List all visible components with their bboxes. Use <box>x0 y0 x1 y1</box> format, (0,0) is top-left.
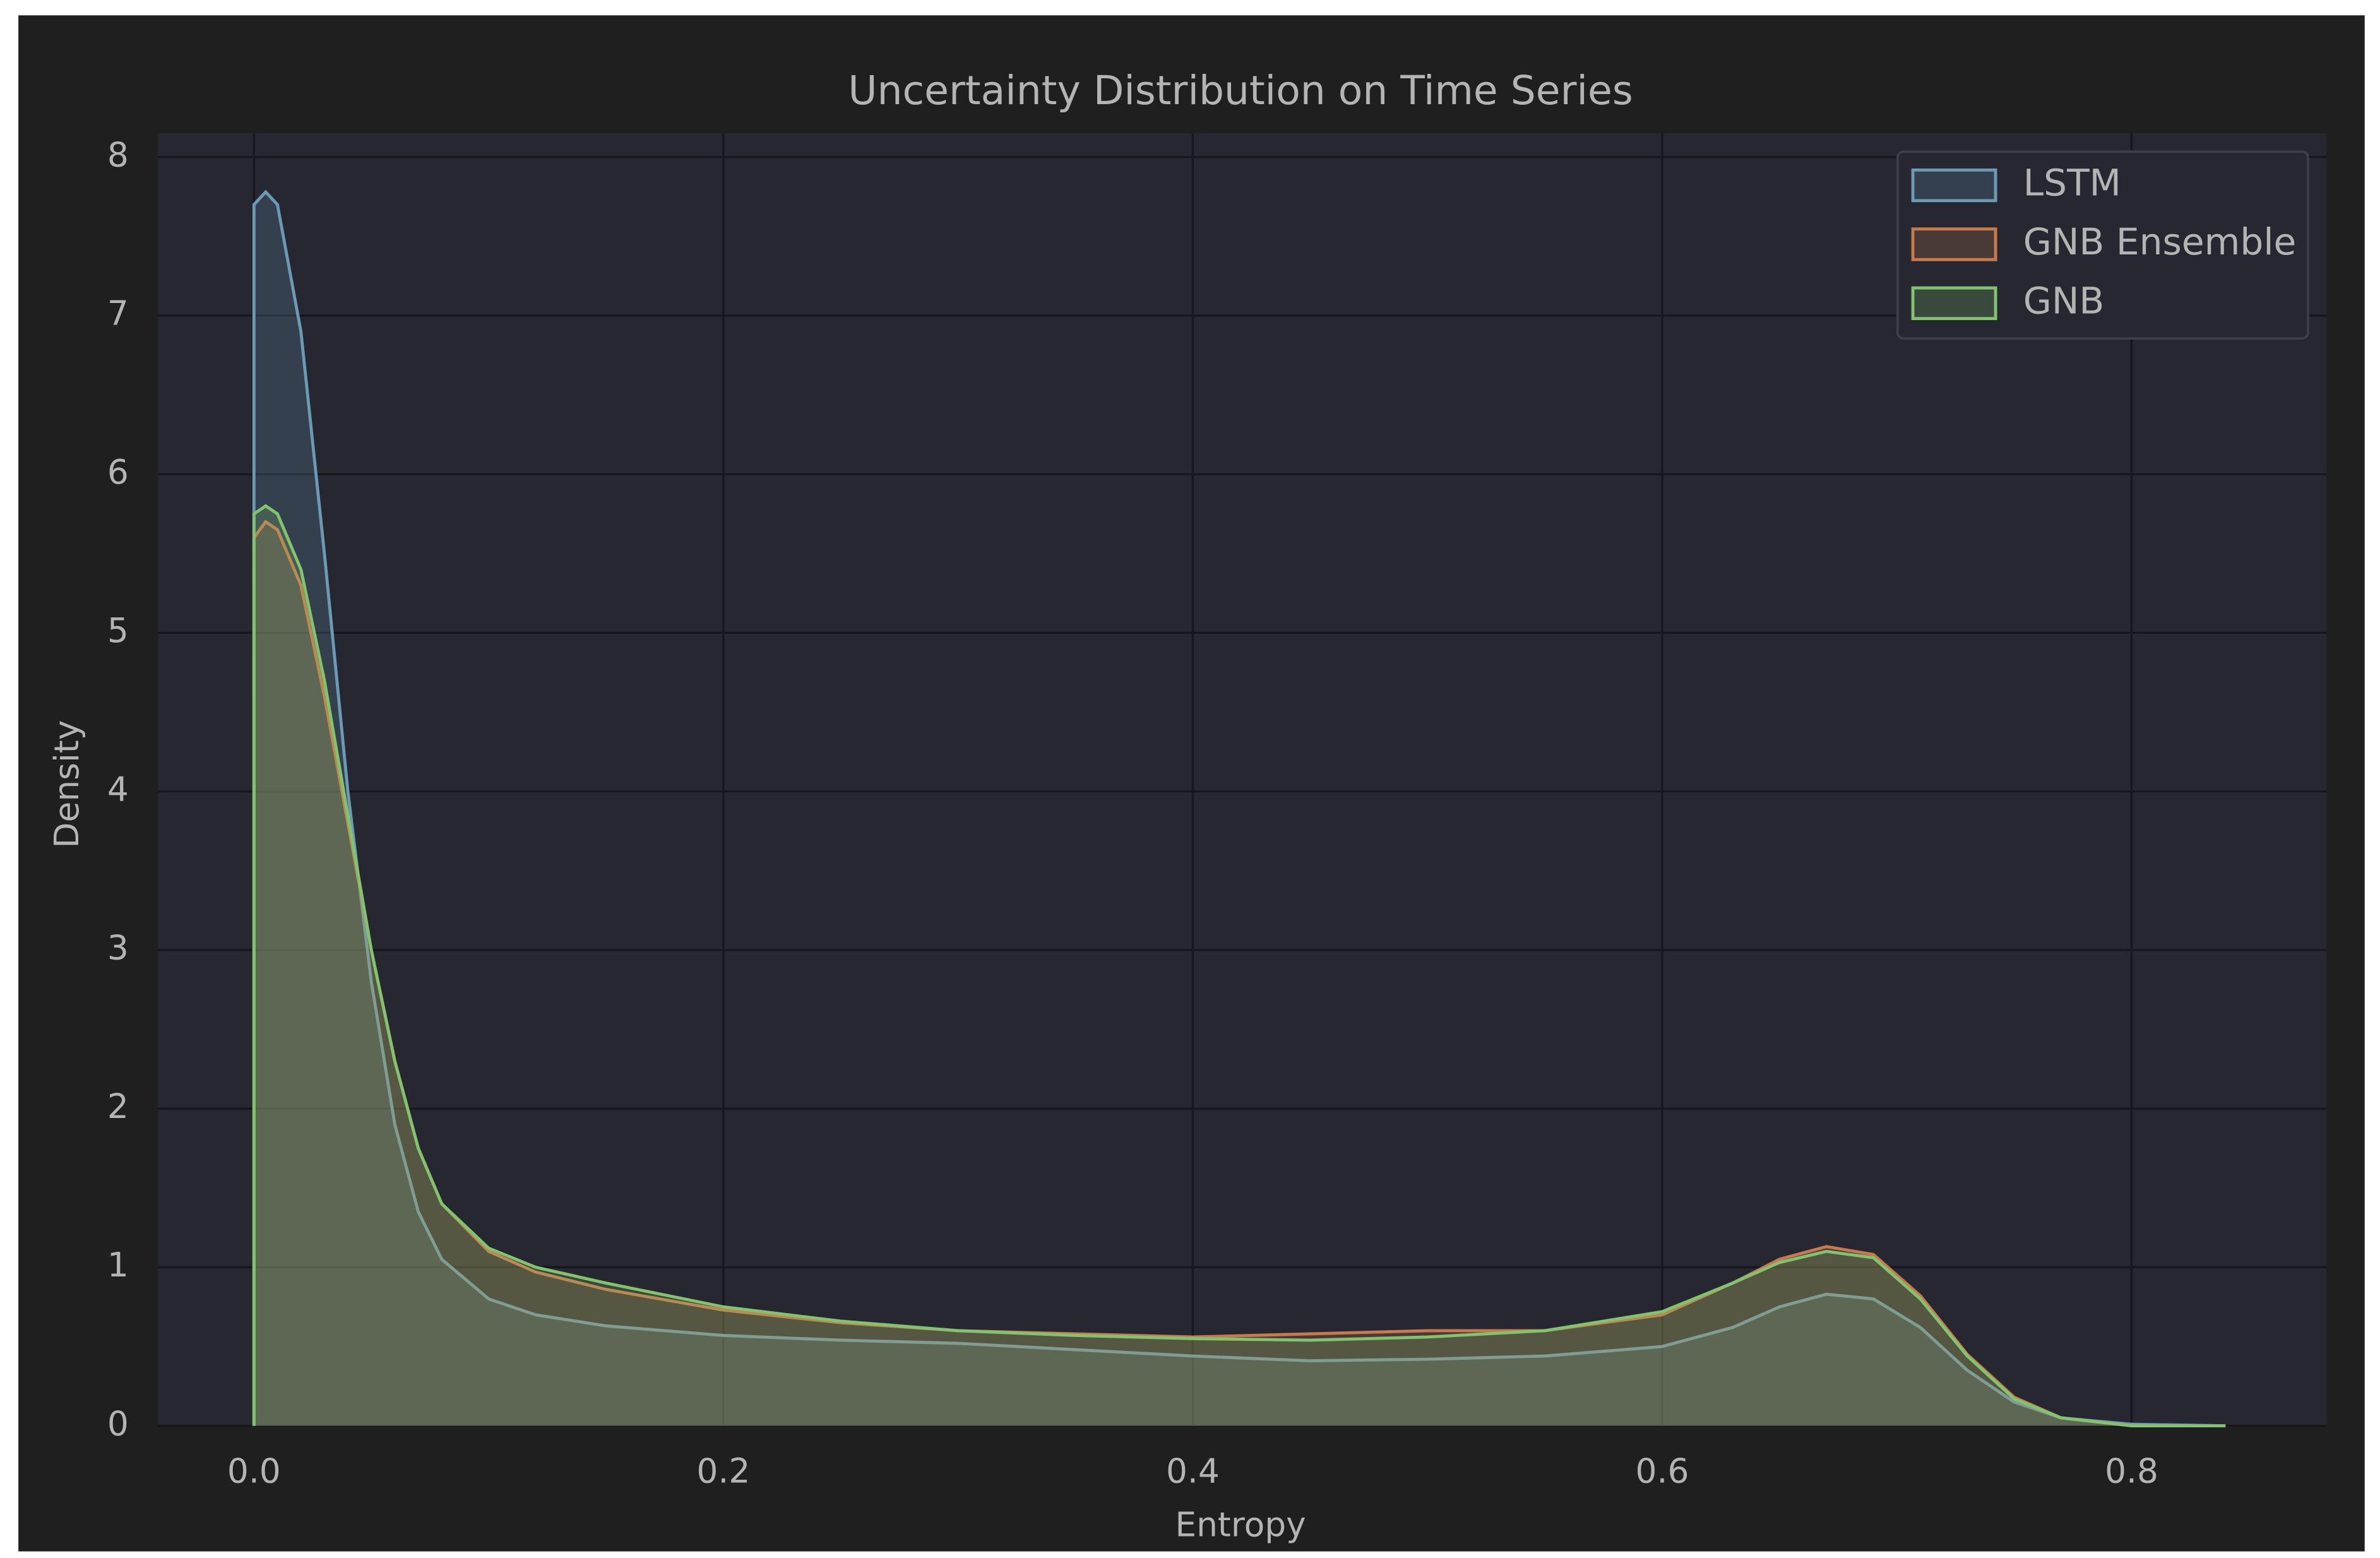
area <box>254 192 2226 1426</box>
y-tick-label: 4 <box>107 769 129 809</box>
y-tick-label: 3 <box>107 928 129 968</box>
legend-swatch <box>1911 168 1997 203</box>
x-tick-label: 0.0 <box>227 1451 281 1490</box>
x-tick-label: 0.6 <box>1636 1451 1689 1490</box>
y-tick-label: 0 <box>107 1403 129 1443</box>
area <box>254 521 2226 1426</box>
line <box>252 504 2226 1428</box>
y-tick-label: 6 <box>107 452 129 492</box>
y-tick-label: 2 <box>107 1086 129 1126</box>
y-axis-label: Density <box>47 720 86 848</box>
chart-title: Uncertainty Distribution on Time Series <box>848 67 1633 114</box>
legend-label: GNB Ensemble <box>2023 220 2297 263</box>
line <box>252 189 2226 1428</box>
y-tick-label: 7 <box>107 294 129 333</box>
x-tick-label: 0.4 <box>1166 1451 1220 1490</box>
y-tick-label: 5 <box>107 610 129 650</box>
legend-swatch <box>1911 286 1997 321</box>
legend-label: LSTM <box>2023 162 2121 205</box>
y-tick-label: 8 <box>107 134 129 174</box>
x-tick-label: 0.8 <box>2105 1451 2158 1490</box>
x-axis-label: Entropy <box>1175 1504 1306 1544</box>
legend-label: GNB <box>2023 279 2105 322</box>
legend-box <box>1896 150 2309 340</box>
area <box>254 506 2226 1426</box>
x-tick-label: 0.2 <box>696 1451 750 1490</box>
y-tick-label: 1 <box>107 1245 129 1285</box>
legend-swatch <box>1911 227 1997 261</box>
plot-background <box>157 133 2327 1426</box>
